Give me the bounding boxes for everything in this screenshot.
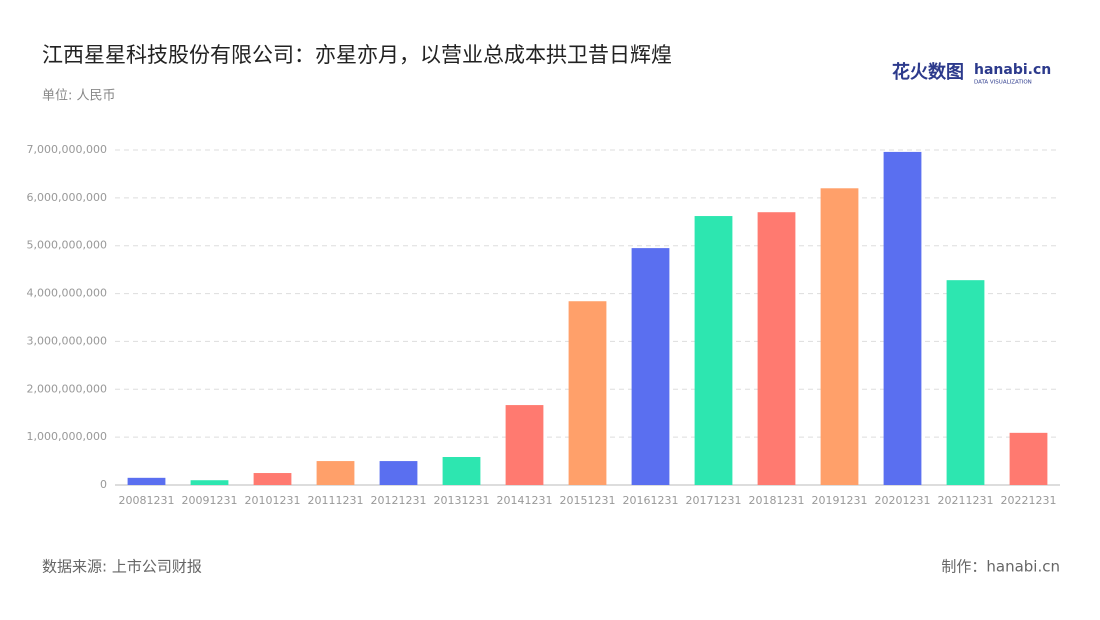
bar xyxy=(379,461,418,485)
y-tick-label: 0 xyxy=(100,478,107,491)
chart-title: 江西星星科技股份有限公司：亦星亦月，以营业总成本拱卫昔日辉煌 xyxy=(42,43,672,67)
y-tick-label: 7,000,000,000 xyxy=(27,143,107,156)
x-tick-label: 20161231 xyxy=(623,494,679,507)
bar xyxy=(946,280,985,485)
x-tick-label: 20191231 xyxy=(812,494,868,507)
x-tick-label: 20111231 xyxy=(308,494,364,507)
x-tick-label: 20151231 xyxy=(560,494,616,507)
x-tick-label: 20091231 xyxy=(182,494,238,507)
bar xyxy=(568,301,607,485)
x-tick-label: 20181231 xyxy=(749,494,805,507)
bar xyxy=(127,477,166,485)
bar xyxy=(820,188,859,486)
x-tick-label: 20211231 xyxy=(938,494,994,507)
y-tick-label: 4,000,000,000 xyxy=(27,287,107,300)
y-tick-label: 1,000,000,000 xyxy=(27,430,107,443)
x-tick-label: 20201231 xyxy=(875,494,931,507)
bar xyxy=(190,480,229,485)
y-tick-label: 3,000,000,000 xyxy=(27,334,107,347)
x-tick-label: 20081231 xyxy=(119,494,175,507)
bar xyxy=(883,151,922,485)
x-tick-label: 20141231 xyxy=(497,494,553,507)
bar xyxy=(631,248,670,485)
y-tick-label: 5,000,000,000 xyxy=(27,239,107,252)
source-note: 数据来源: 上市公司财报 xyxy=(42,558,202,576)
logo-site: hanabi.cn xyxy=(974,62,1051,78)
bar xyxy=(505,405,544,485)
x-tick-label: 20101231 xyxy=(245,494,301,507)
logo-tagline: DATA VISUALIZATION xyxy=(974,80,1032,86)
x-tick-label: 20121231 xyxy=(371,494,427,507)
x-tick-label: 20131231 xyxy=(434,494,490,507)
credit: 制作：hanabi.cn xyxy=(941,558,1060,576)
bar xyxy=(316,461,355,485)
bar xyxy=(442,457,481,485)
x-tick-label: 20221231 xyxy=(1001,494,1057,507)
chart-subtitle: 单位: 人民币 xyxy=(42,89,116,104)
bar xyxy=(1009,432,1048,485)
logo-brand: 花火数图 xyxy=(892,61,964,83)
y-tick-label: 6,000,000,000 xyxy=(27,191,107,204)
bar xyxy=(757,212,796,485)
bar xyxy=(253,473,292,485)
bar xyxy=(694,216,733,486)
x-tick-label: 20171231 xyxy=(686,494,742,507)
y-tick-label: 2,000,000,000 xyxy=(27,382,107,395)
